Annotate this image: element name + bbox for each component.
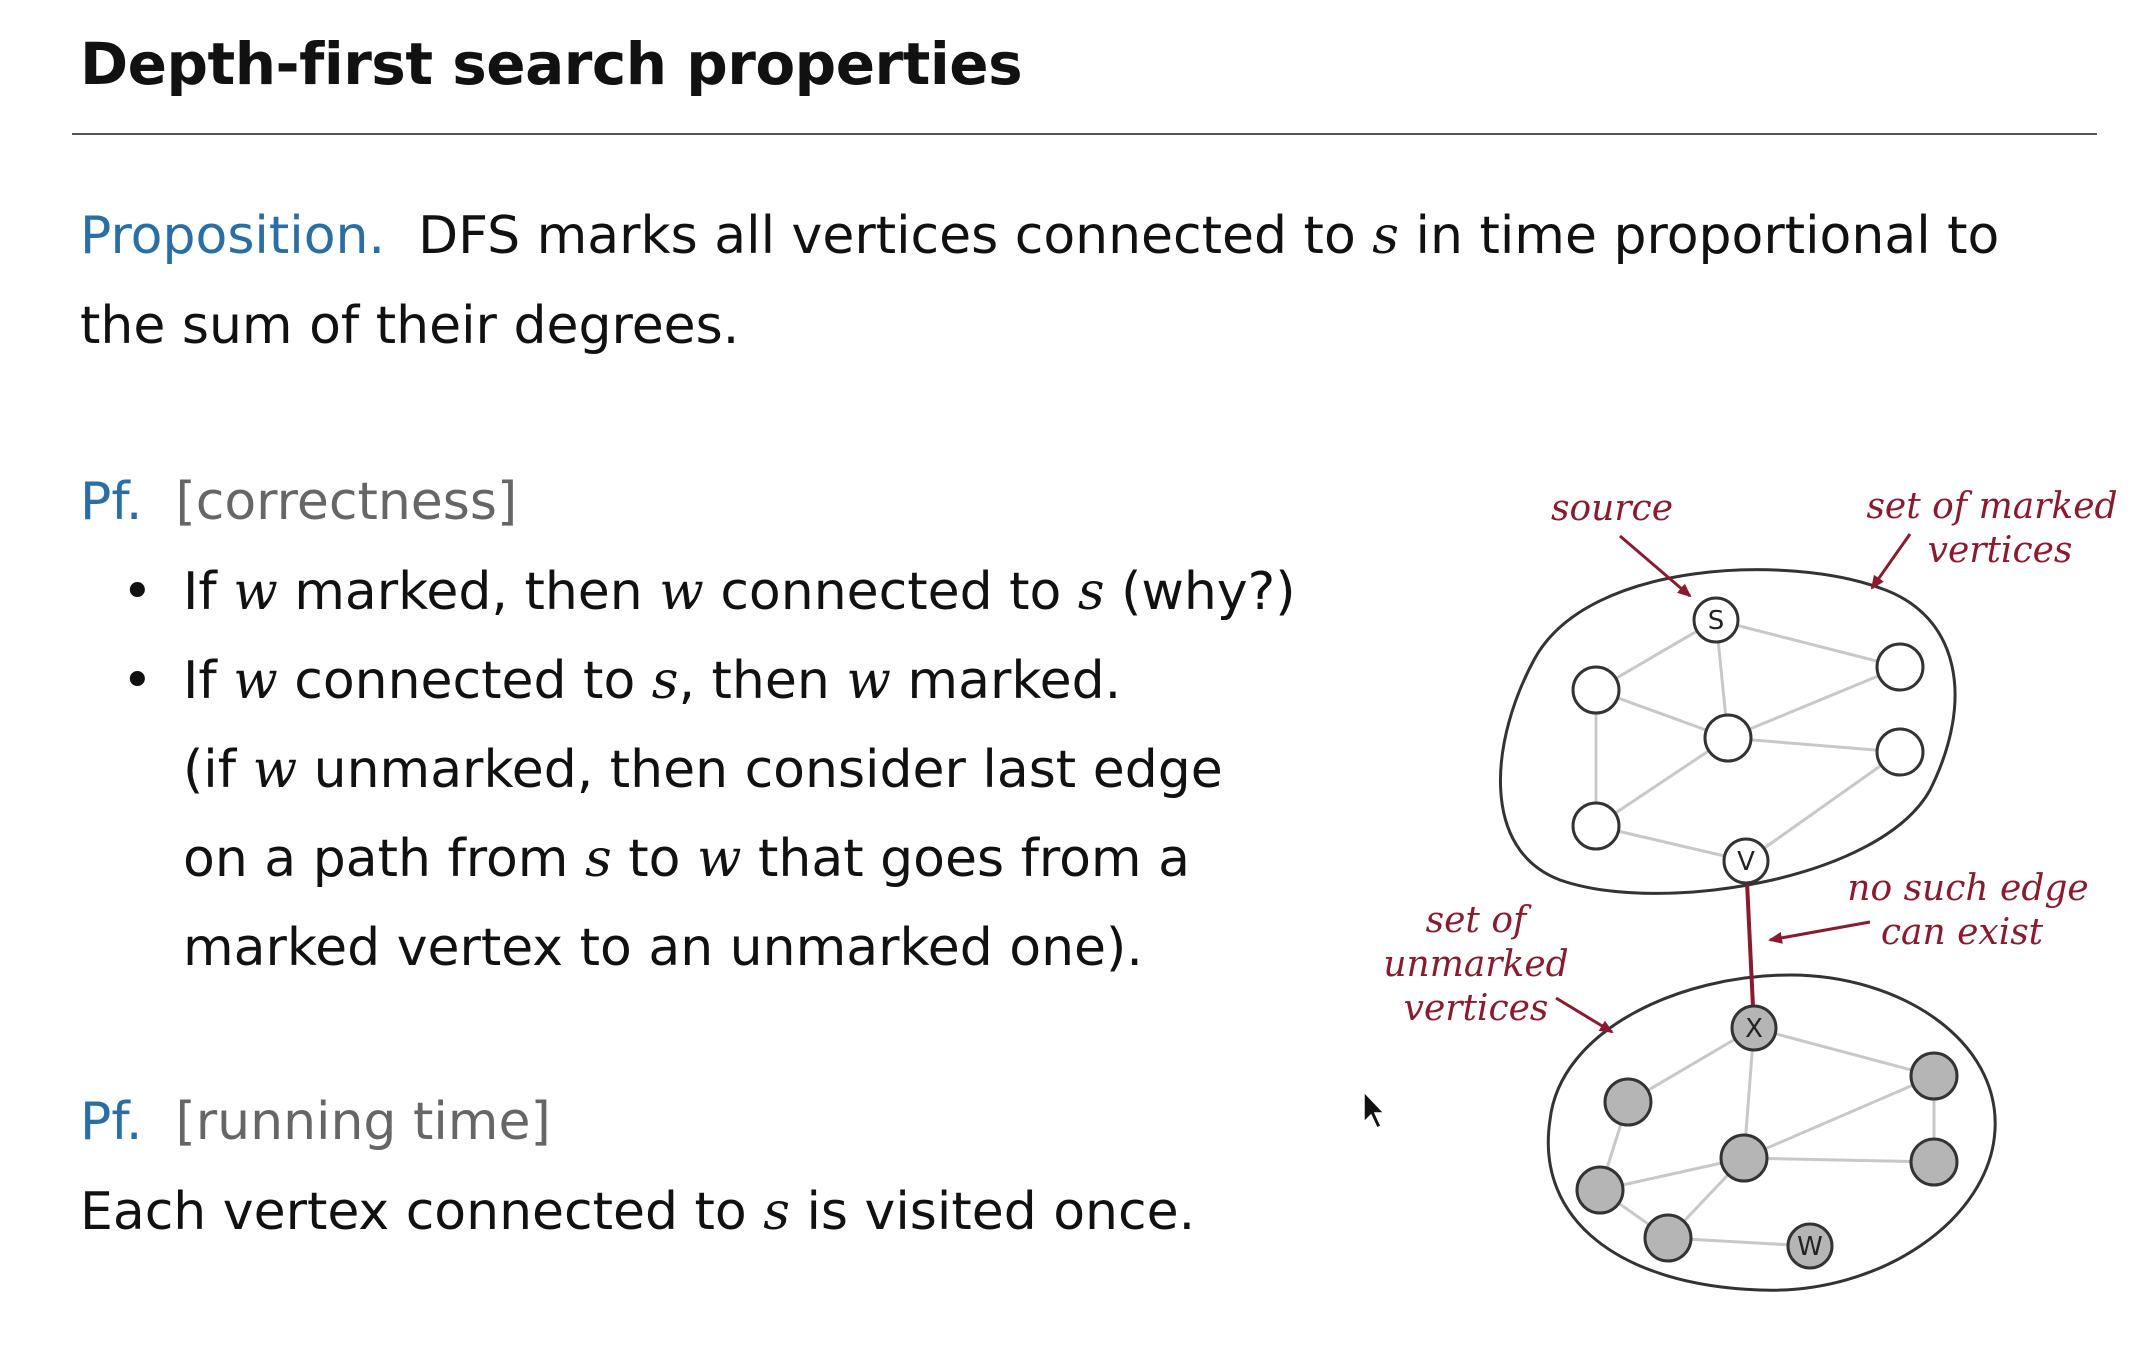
proposition-line-2: the sum of their degrees. — [80, 296, 740, 356]
edge — [1595, 736, 1729, 828]
vertex-label-x: X — [1745, 1014, 1763, 1044]
text: on a path from — [183, 829, 569, 889]
arrow-source — [1619, 534, 1692, 598]
vertex-s — [1692, 596, 1740, 644]
proposition-text: in time proportional to — [1415, 206, 2000, 266]
text: is visited once. — [806, 1182, 1196, 1242]
vertex-v — [1722, 837, 1770, 885]
vertex-label-w: W — [1797, 1232, 1823, 1262]
vertex-marked — [1875, 727, 1925, 777]
edge — [1743, 1156, 1935, 1164]
variable-w: w — [846, 651, 891, 711]
edge — [1715, 618, 1901, 669]
vertex-x — [1730, 1004, 1778, 1052]
slide-title: Depth-first search properties — [80, 30, 1023, 98]
annotation-marked-1: set of marked — [1866, 486, 2117, 527]
text: that goes from a — [758, 829, 1190, 889]
running-time-text: Each vertex connected to s is visited on… — [80, 1182, 1195, 1242]
cursor-icon — [1363, 1090, 1386, 1130]
edge — [1745, 750, 1901, 863]
proof-tag: [correctness] — [175, 472, 518, 532]
annotation-source: source — [1551, 488, 1673, 529]
proof-label: Pf. — [80, 1092, 143, 1152]
vertex-label-s: S — [1708, 606, 1725, 636]
variable-w: w — [233, 562, 278, 622]
variable-w: w — [252, 740, 298, 800]
edge — [1727, 665, 1901, 740]
annotation-unmarked-1: set of — [1426, 900, 1532, 941]
variable-s: s — [1077, 562, 1105, 622]
proposition-label: Proposition. — [80, 206, 385, 266]
title-divider — [72, 133, 2097, 135]
proof-correctness-heading: Pf. [correctness] — [80, 472, 517, 532]
annotation-no-edge-2: can exist — [1881, 912, 2044, 953]
text: Each vertex connected to — [80, 1182, 747, 1242]
text: to — [628, 829, 681, 889]
text: connected to — [720, 562, 1062, 622]
vertex-marked — [1571, 801, 1621, 851]
text: marked. — [907, 651, 1122, 711]
vertex-unmarked — [1643, 1213, 1693, 1263]
vertex-w — [1786, 1222, 1834, 1270]
unmarked-set-boundary — [1546, 973, 1997, 1292]
proof-paragraph-line-2: on a path from s to w that goes from a — [183, 829, 1190, 889]
proof-paragraph-line-3: marked vertex to an unmarked one). — [183, 918, 1143, 978]
vertex-unmarked — [1909, 1051, 1959, 1101]
proof-label: Pf. — [80, 472, 143, 532]
variable-s: s — [585, 829, 612, 889]
bullet-1: If w marked, then w connected to s (why?… — [183, 562, 1296, 622]
vertex-unmarked — [1603, 1077, 1653, 1127]
edge — [1727, 736, 1901, 754]
text: (why?) — [1121, 562, 1296, 622]
text: marked, then — [294, 562, 643, 622]
marked-set-boundary — [1499, 568, 1957, 895]
text: , then — [678, 651, 830, 711]
text: If — [183, 651, 217, 711]
proposition-text: DFS marks all vertices connected to — [418, 206, 1356, 266]
text: (if — [183, 740, 237, 800]
vertex-unmarked — [1575, 1165, 1625, 1215]
bullet-dot: • — [122, 651, 153, 711]
text: If — [183, 562, 217, 622]
variable-s: s — [651, 651, 679, 711]
annotation-no-edge-1: no such edge — [1847, 868, 2088, 909]
arrow-no-edge — [1768, 920, 1871, 944]
edge — [1595, 824, 1747, 863]
vertex-marked — [1571, 665, 1621, 715]
edge — [1743, 1074, 1935, 1160]
vertex-unmarked — [1909, 1137, 1959, 1187]
bullet-2: If w connected to s, then w marked. — [183, 651, 1121, 711]
text: connected to — [294, 651, 636, 711]
variable-w: w — [659, 562, 704, 622]
annotation-marked-2: vertices — [1928, 530, 2073, 571]
edge — [1599, 1156, 1745, 1192]
variable-s: s — [1372, 206, 1399, 266]
arrow-marked-set — [1870, 533, 1912, 590]
proof-tag: [running time] — [175, 1092, 551, 1152]
unmarked-edges — [1598, 1026, 1936, 1248]
annotation-unmarked-2: unmarked — [1383, 944, 1568, 985]
annotation-unmarked-3: vertices — [1404, 988, 1549, 1029]
vertex-marked — [1875, 642, 1925, 692]
forbidden-edge — [1744, 860, 1756, 1029]
proof-running-time-heading: Pf. [running time] — [80, 1092, 551, 1152]
proposition-line-1: Proposition. DFS marks all vertices conn… — [80, 206, 1999, 266]
variable-s: s — [763, 1182, 790, 1242]
vertex-unmarked — [1719, 1133, 1769, 1183]
variable-w: w — [233, 651, 278, 711]
text: unmarked, then consider last edge — [313, 740, 1223, 800]
variable-w: w — [696, 829, 742, 889]
edge — [1753, 1026, 1935, 1078]
arrow-unmarked-set — [1555, 996, 1614, 1034]
vertex-label-v: V — [1737, 847, 1755, 877]
bullet-dot: • — [122, 562, 153, 622]
proof-paragraph-line-1: (if w unmarked, then consider last edge — [183, 740, 1223, 800]
vertex-marked — [1703, 713, 1753, 763]
